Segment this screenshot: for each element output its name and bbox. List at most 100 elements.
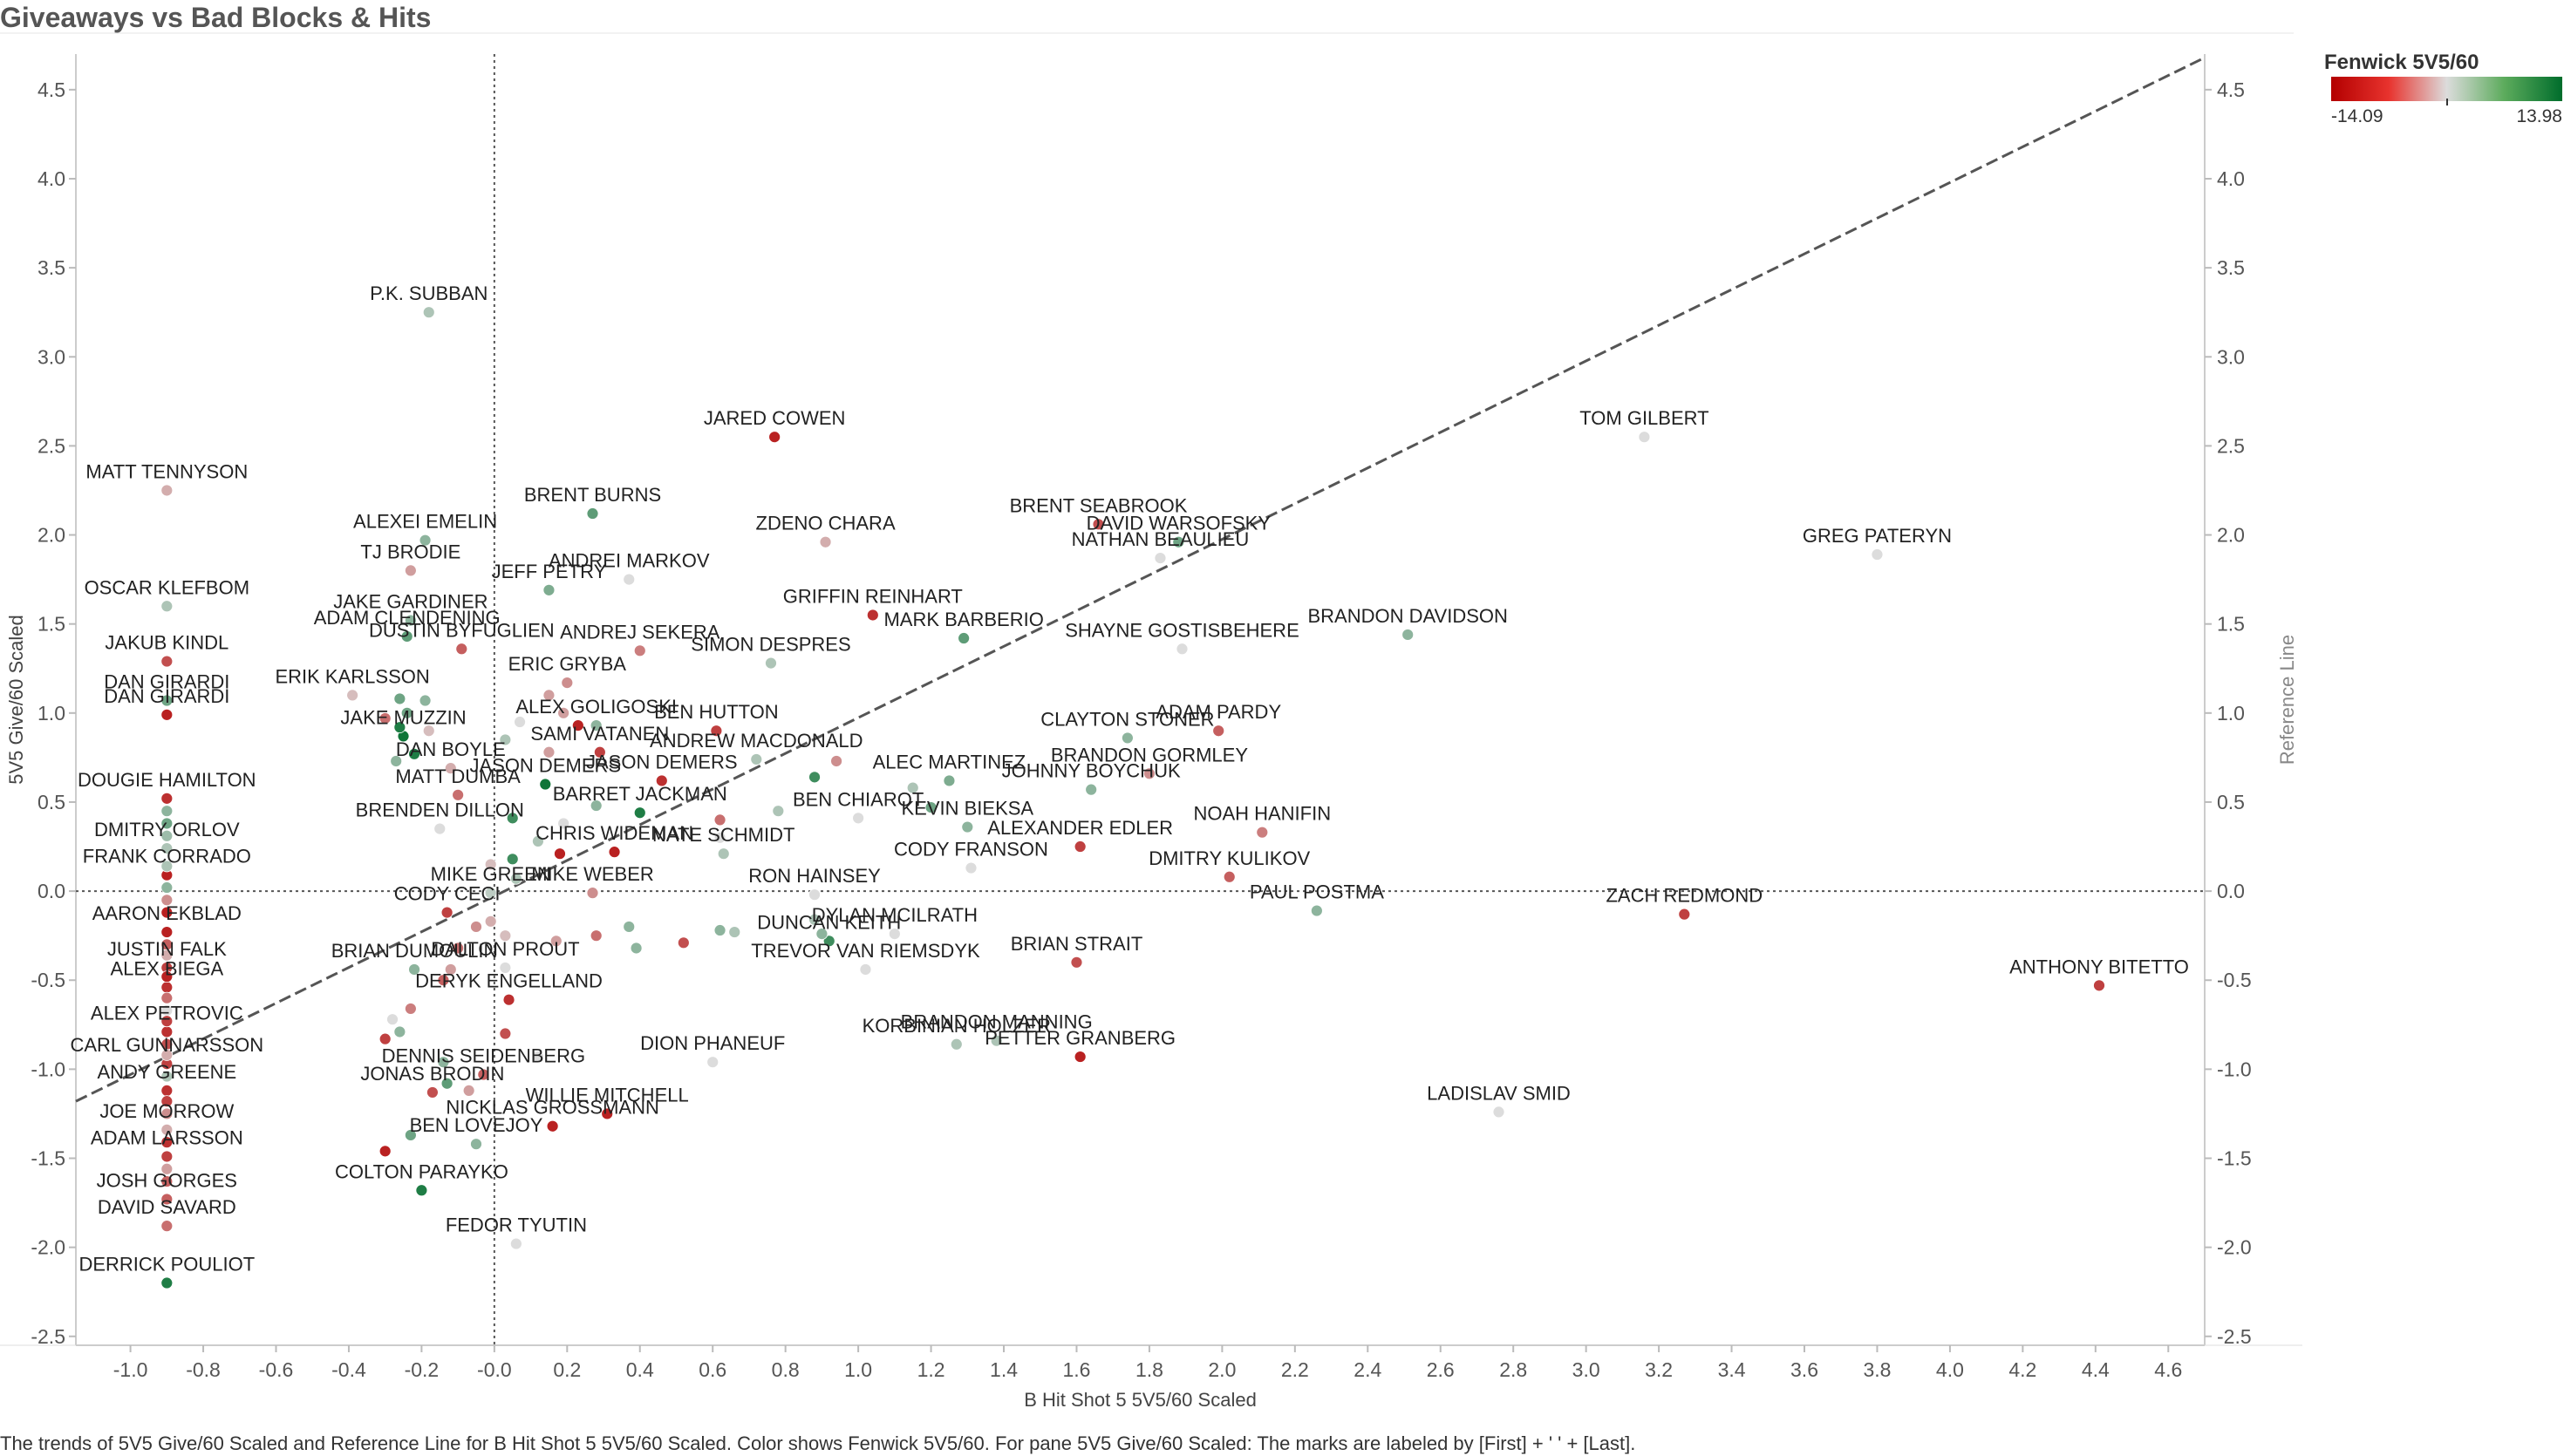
data-point bbox=[426, 1086, 439, 1099]
data-point bbox=[422, 306, 435, 319]
data-point bbox=[499, 1027, 512, 1040]
point-label: JOSH GORGES bbox=[97, 1169, 237, 1191]
y2-tick-label: 4.5 bbox=[2217, 78, 2245, 101]
data-point bbox=[404, 1003, 417, 1015]
point-label: JEFF PETRY bbox=[492, 561, 607, 582]
data-point bbox=[378, 712, 392, 725]
data-point bbox=[160, 906, 174, 919]
y-tick-label: 1.0 bbox=[38, 702, 65, 725]
x-tick-label: 3.0 bbox=[1572, 1358, 1600, 1381]
point-label: ZACH REDMOND bbox=[1606, 885, 1763, 907]
point-label: DAN GIRARDI bbox=[104, 685, 229, 707]
data-point bbox=[160, 1136, 174, 1149]
data-point bbox=[713, 831, 726, 844]
data-point bbox=[586, 887, 599, 900]
data-point bbox=[160, 991, 174, 1004]
x-tick-label: 1.4 bbox=[990, 1358, 1018, 1381]
data-point bbox=[506, 853, 519, 866]
data-point bbox=[571, 719, 584, 732]
y-tick-label: 4.0 bbox=[38, 167, 65, 190]
point-label: JARED COWEN bbox=[704, 407, 846, 429]
data-point bbox=[160, 894, 174, 907]
x-tick-label: 4.0 bbox=[1936, 1358, 1964, 1381]
data-point bbox=[1074, 1051, 1087, 1063]
y2-tick-label: 1.5 bbox=[2217, 613, 2245, 636]
data-point bbox=[630, 942, 643, 955]
y2-tick-label: 2.5 bbox=[2217, 434, 2245, 457]
data-point bbox=[906, 781, 919, 794]
data-point bbox=[717, 847, 730, 861]
point-label: GREG PATERYN bbox=[1803, 525, 1952, 547]
x-tick-label: -0.4 bbox=[331, 1358, 366, 1381]
point-label: DENNIS SEIDENBERG bbox=[382, 1045, 586, 1067]
data-point bbox=[378, 1032, 392, 1045]
data-point bbox=[160, 881, 174, 894]
x-tick-label: 0.4 bbox=[626, 1358, 654, 1381]
x-tick-label: 2.0 bbox=[1208, 1358, 1236, 1381]
data-point bbox=[393, 721, 406, 734]
data-point bbox=[160, 1084, 174, 1097]
data-point bbox=[160, 484, 174, 497]
data-point bbox=[822, 935, 835, 948]
x-tick-label: 1.0 bbox=[844, 1358, 872, 1381]
point-label: BRENT SEABROOK bbox=[1010, 494, 1188, 516]
data-point bbox=[160, 829, 174, 842]
x-axis-title: B Hit Shot 5 5V5/60 Scaled bbox=[1024, 1389, 1257, 1411]
data-point bbox=[160, 655, 174, 668]
data-point bbox=[633, 806, 646, 820]
point-label: ADAM CLENDENING bbox=[314, 607, 501, 629]
point-label: BRANDON MANNING bbox=[901, 1011, 1093, 1033]
legend-midpoint-tick bbox=[2446, 99, 2448, 105]
point-label: ANDY GREENE bbox=[97, 1061, 236, 1083]
point-label: BRANDON GORMLEY bbox=[1051, 744, 1248, 765]
data-point bbox=[160, 1107, 174, 1120]
data-point bbox=[888, 928, 901, 941]
point-label: BRIAN STRAIT bbox=[1011, 933, 1143, 955]
x-tick-label: 4.4 bbox=[2082, 1358, 2110, 1381]
point-label: OSCAR KLEFBOM bbox=[85, 576, 249, 598]
point-label: DAVID SAVARD bbox=[98, 1196, 236, 1218]
point-label: KORBINIAN HOLZER bbox=[863, 1015, 1051, 1037]
x-tick-label: 1.2 bbox=[917, 1358, 945, 1381]
point-label: ANDREW MACDONALD bbox=[650, 730, 863, 752]
data-point bbox=[1401, 629, 1415, 641]
point-label: BRANDON DAVIDSON bbox=[1307, 605, 1507, 627]
legend-color-bar bbox=[2331, 77, 2562, 101]
point-label: TREVOR VAN RIEMSDYK bbox=[751, 940, 980, 962]
data-point bbox=[160, 600, 174, 613]
data-point bbox=[160, 970, 174, 983]
chart-title: Giveaways vs Bad Blocks & Hits bbox=[0, 2, 432, 33]
data-point bbox=[404, 1129, 417, 1141]
data-point bbox=[1143, 767, 1156, 780]
data-point bbox=[1074, 840, 1087, 853]
data-point bbox=[539, 778, 552, 791]
y-tick-label: 3.5 bbox=[38, 256, 65, 279]
point-label: PAUL POSTMA bbox=[1250, 881, 1384, 903]
point-label: JASON DEMERS bbox=[586, 751, 738, 772]
y2-tick-label: -2.5 bbox=[2217, 1325, 2252, 1348]
point-label: JASON DEMERS bbox=[469, 755, 621, 777]
data-point bbox=[713, 924, 726, 936]
data-point bbox=[502, 993, 515, 1006]
data-point bbox=[819, 535, 832, 548]
color-legend: Fenwick 5V5/60 -14.09 13.98 bbox=[2324, 51, 2564, 126]
legend-min-label: -14.09 bbox=[2331, 106, 2383, 126]
point-label: JOHNNY BOYCHUK bbox=[1002, 760, 1181, 782]
data-point bbox=[400, 630, 413, 643]
data-point bbox=[160, 1175, 174, 1187]
point-label: DUSTIN BYFUGLIEN bbox=[369, 619, 555, 641]
data-point bbox=[590, 929, 603, 942]
data-point bbox=[509, 872, 522, 885]
point-label: ALEC MARTINEZ bbox=[873, 751, 1026, 772]
data-point bbox=[437, 974, 450, 987]
data-point bbox=[1212, 725, 1225, 738]
caption-text: The trends of 5V5 Give/60 Scaled and Ref… bbox=[0, 1432, 1636, 1454]
data-point bbox=[160, 1276, 174, 1289]
point-label: JONAS BRODIN bbox=[360, 1063, 504, 1085]
point-label: ALEX PETROVIC bbox=[91, 1002, 243, 1024]
data-point bbox=[1310, 904, 1323, 917]
point-label: NATHAN BEAULIEU bbox=[1072, 528, 1250, 550]
point-label: AARON EKBLAD bbox=[92, 902, 242, 924]
data-point bbox=[393, 1025, 406, 1038]
